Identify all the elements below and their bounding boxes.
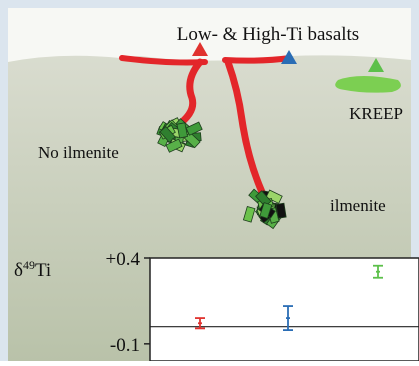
symbol: δ	[14, 260, 23, 281]
basalts-label: Low- & High-Ti basalts	[177, 24, 359, 45]
superscript: 49	[23, 258, 35, 272]
kreep-label: KREEP	[349, 104, 403, 123]
diagram: Low- & High-Ti basalts KREEP No ilmenite…	[0, 0, 419, 361]
y-tick-label: -0.1	[110, 335, 140, 356]
element: Ti	[35, 260, 51, 281]
no-ilmenite-label: No ilmenite	[38, 143, 119, 162]
y-tick-label: +0.4	[106, 249, 141, 270]
crystal	[276, 203, 286, 218]
ilmenite-label: ilmenite	[330, 196, 386, 215]
